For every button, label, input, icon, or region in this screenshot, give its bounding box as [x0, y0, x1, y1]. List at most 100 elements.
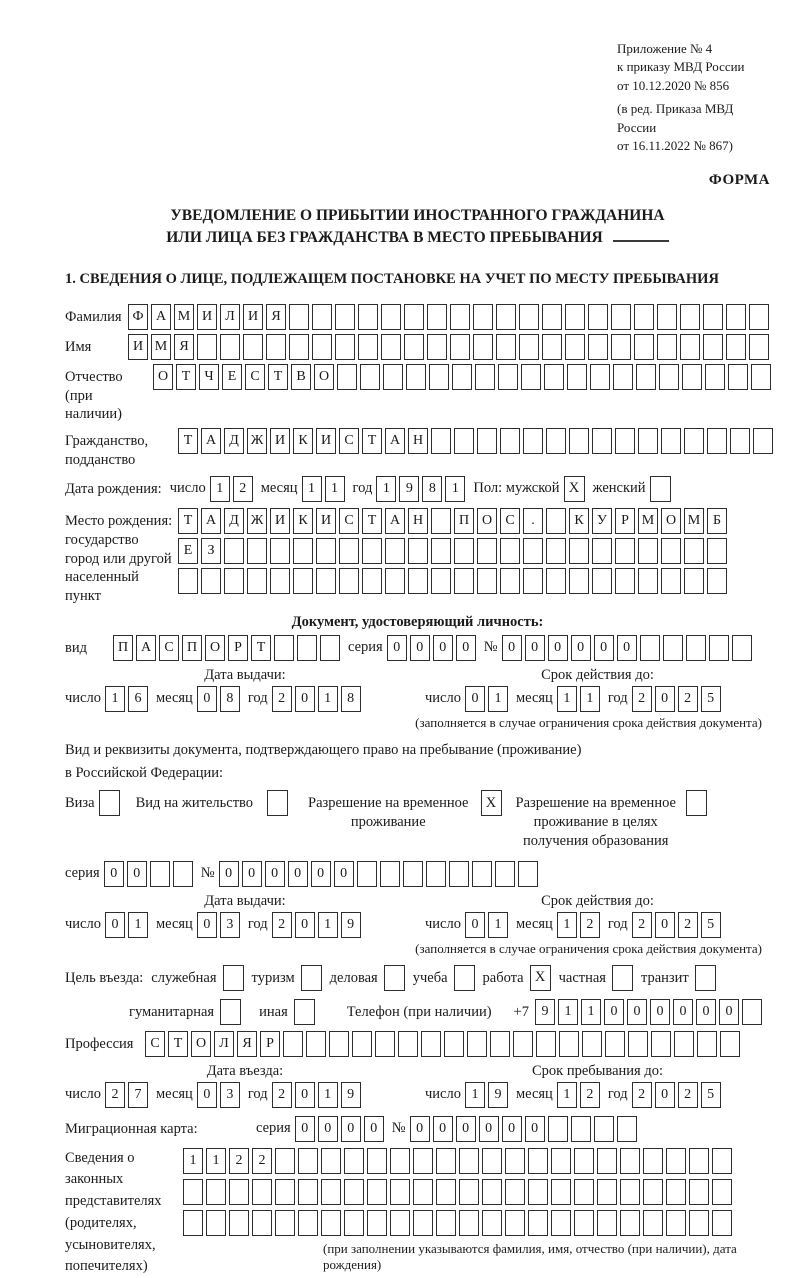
char-cell[interactable]: 1: [556, 1081, 577, 1108]
char-cell[interactable]: [298, 1147, 318, 1174]
char-cell[interactable]: 1: [209, 475, 230, 502]
char-cell[interactable]: [206, 1209, 226, 1236]
char-cell[interactable]: [544, 363, 564, 390]
char-cell[interactable]: [615, 537, 635, 564]
char-cell[interactable]: [454, 537, 474, 564]
char-cell[interactable]: [298, 1178, 318, 1205]
char-cell[interactable]: [383, 363, 403, 390]
char-cell[interactable]: [682, 363, 702, 390]
char-cell[interactable]: Р: [260, 1030, 280, 1057]
char-cell[interactable]: 9: [534, 998, 555, 1025]
char-cell[interactable]: 0: [695, 998, 716, 1025]
char-cell[interactable]: [490, 1030, 510, 1057]
char-cell[interactable]: Д: [224, 428, 244, 455]
purpose-business-checkbox[interactable]: [383, 964, 405, 991]
char-cell[interactable]: [592, 537, 612, 564]
char-cell[interactable]: [574, 1209, 594, 1236]
char-cell[interactable]: [643, 1147, 663, 1174]
sex-male-checkbox[interactable]: X: [563, 475, 585, 502]
char-cell[interactable]: 0: [524, 1115, 545, 1142]
char-cell[interactable]: [620, 1147, 640, 1174]
char-cell[interactable]: [360, 363, 380, 390]
char-cell[interactable]: [337, 363, 357, 390]
char-cell[interactable]: [500, 567, 520, 594]
char-cell[interactable]: [565, 333, 585, 360]
char-cell[interactable]: 0: [455, 1115, 476, 1142]
char-cell[interactable]: [379, 860, 400, 887]
char-cell[interactable]: 0: [432, 635, 453, 662]
char-cell[interactable]: 1: [487, 686, 508, 713]
char-cell[interactable]: [275, 1147, 295, 1174]
char-cell[interactable]: [616, 1115, 637, 1142]
char-cell[interactable]: [448, 860, 469, 887]
char-cell[interactable]: 1: [301, 475, 322, 502]
char-cell[interactable]: [634, 303, 654, 330]
char-cell[interactable]: И: [316, 428, 336, 455]
char-cell[interactable]: М: [151, 333, 171, 360]
char-cell[interactable]: [546, 428, 566, 455]
char-cell[interactable]: [726, 303, 746, 330]
char-cell[interactable]: [390, 1209, 410, 1236]
char-cell[interactable]: И: [128, 333, 148, 360]
char-cell[interactable]: [482, 1147, 502, 1174]
char-cell[interactable]: [183, 1209, 203, 1236]
char-cell[interactable]: 0: [432, 1115, 453, 1142]
char-cell[interactable]: [183, 1178, 203, 1205]
char-cell[interactable]: [666, 1209, 686, 1236]
char-cell[interactable]: [270, 567, 290, 594]
char-cell[interactable]: [707, 537, 727, 564]
char-cell[interactable]: [436, 1178, 456, 1205]
char-cell[interactable]: [352, 1030, 372, 1057]
char-cell[interactable]: [611, 333, 631, 360]
char-cell[interactable]: [431, 507, 451, 534]
char-cell[interactable]: [471, 860, 492, 887]
char-cell[interactable]: И: [270, 428, 290, 455]
char-cell[interactable]: [494, 860, 515, 887]
char-cell[interactable]: [149, 860, 170, 887]
char-cell[interactable]: 3: [219, 911, 240, 938]
char-cell[interactable]: [536, 1030, 556, 1057]
char-cell[interactable]: 8: [422, 475, 443, 502]
visa-checkbox[interactable]: [98, 790, 120, 817]
char-cell[interactable]: [467, 1030, 487, 1057]
char-cell[interactable]: 2: [104, 1081, 125, 1108]
char-cell[interactable]: [274, 635, 294, 662]
char-cell[interactable]: [413, 1178, 433, 1205]
char-cell[interactable]: [565, 303, 585, 330]
char-cell[interactable]: [413, 1147, 433, 1174]
char-cell[interactable]: 0: [126, 860, 147, 887]
char-cell[interactable]: Ж: [247, 507, 267, 534]
char-cell[interactable]: Т: [268, 363, 288, 390]
char-cell[interactable]: [329, 1030, 349, 1057]
char-cell[interactable]: [657, 333, 677, 360]
char-cell[interactable]: [751, 363, 771, 390]
char-cell[interactable]: 0: [196, 686, 217, 713]
char-cell[interactable]: О: [477, 507, 497, 534]
char-cell[interactable]: У: [592, 507, 612, 534]
char-cell[interactable]: [519, 333, 539, 360]
char-cell[interactable]: 9: [340, 911, 361, 938]
sex-female-checkbox[interactable]: [649, 475, 671, 502]
char-cell[interactable]: [712, 1147, 732, 1174]
char-cell[interactable]: Я: [237, 1030, 257, 1057]
char-cell[interactable]: [707, 567, 727, 594]
char-cell[interactable]: [339, 537, 359, 564]
char-cell[interactable]: [356, 860, 377, 887]
char-cell[interactable]: 0: [626, 998, 647, 1025]
char-cell[interactable]: [427, 333, 447, 360]
char-cell[interactable]: [569, 567, 589, 594]
char-cell[interactable]: [500, 537, 520, 564]
char-cell[interactable]: [620, 1209, 640, 1236]
char-cell[interactable]: И: [197, 303, 217, 330]
char-cell[interactable]: [229, 1209, 249, 1236]
char-cell[interactable]: [404, 303, 424, 330]
char-cell[interactable]: Т: [178, 507, 198, 534]
char-cell[interactable]: 9: [340, 1081, 361, 1108]
char-cell[interactable]: [513, 1030, 533, 1057]
char-cell[interactable]: 8: [340, 686, 361, 713]
char-cell[interactable]: [680, 333, 700, 360]
char-cell[interactable]: [381, 303, 401, 330]
char-cell[interactable]: [358, 333, 378, 360]
char-cell[interactable]: 0: [616, 635, 637, 662]
char-cell[interactable]: [567, 363, 587, 390]
